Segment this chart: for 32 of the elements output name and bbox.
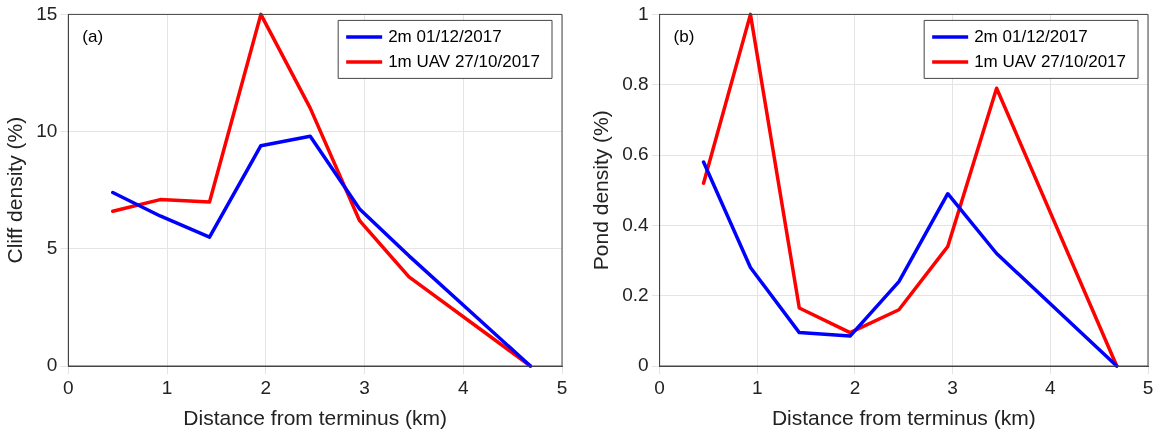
x-tick-label: 3 — [359, 376, 370, 398]
y-tick-label: 5 — [46, 237, 58, 259]
y-tick-label: 15 — [36, 2, 58, 24]
x-tick-label: 0 — [63, 376, 74, 398]
y-tick-label: 10 — [36, 119, 58, 141]
x-tick-label: 1 — [752, 376, 763, 398]
x-tick-label: 3 — [947, 376, 958, 398]
y-tick-label: 0.4 — [622, 213, 650, 235]
x-tick-label: 2 — [849, 376, 861, 398]
y-tick-label: 1 — [638, 2, 649, 24]
y-tick-label: 0.6 — [622, 143, 649, 165]
x-tick-label: 5 — [556, 376, 568, 398]
y-tick-label: 0.2 — [622, 283, 649, 305]
x-tick-label: 5 — [1142, 376, 1154, 398]
x-tick-label: 1 — [161, 376, 173, 398]
x-tick-label: 4 — [457, 376, 469, 398]
legend-label: 2m 01/12/2017 — [388, 26, 502, 46]
annotation: (a) — [82, 26, 104, 46]
x-tick-label: 0 — [654, 376, 665, 398]
legend-label: 2m 01/12/2017 — [974, 26, 1088, 46]
legend-label: 1m UAV 27/10/2017 — [388, 51, 541, 71]
y-axis-title: Pond density (%) — [589, 110, 613, 271]
x-tick-label: 2 — [260, 376, 272, 398]
legend-label: 1m UAV 27/10/2017 — [974, 51, 1127, 71]
x-tick-label: 4 — [1045, 376, 1057, 398]
y-tick-label: 0 — [638, 354, 649, 376]
annotation: (b) — [673, 26, 695, 46]
x-axis-title: Distance from terminus (km) — [183, 406, 448, 430]
y-tick-label: 0.8 — [622, 72, 649, 94]
y-axis-title: Cliff density (%) — [3, 116, 27, 264]
y-tick-label: 0 — [46, 354, 58, 376]
x-axis-title: Distance from terminus (km) — [771, 406, 1036, 430]
